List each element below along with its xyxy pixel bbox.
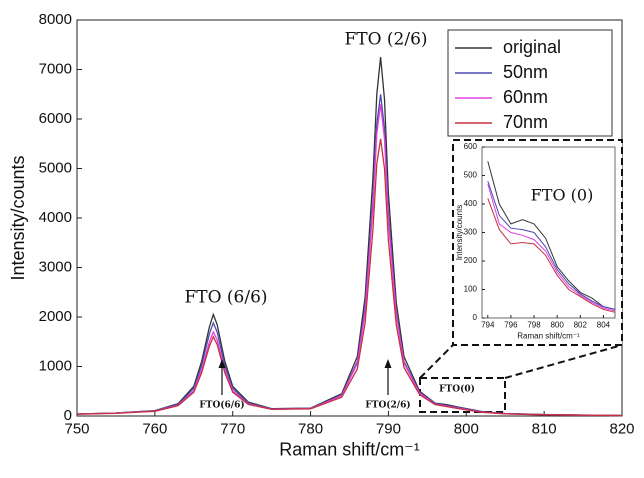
y-axis-label: Intensity/counts — [455, 205, 464, 261]
y-tick-label: 1000 — [39, 357, 72, 374]
y-tick-label: 2000 — [39, 308, 72, 325]
series-line — [487, 198, 616, 313]
x-tick-label: 810 — [532, 420, 557, 437]
x-tick-label: 804 — [597, 320, 611, 329]
legend-label: 70nm — [503, 112, 548, 132]
peak-marker-label: FTO(2/6) — [365, 400, 410, 411]
x-tick-label: 780 — [298, 420, 323, 437]
y-tick-label: 0 — [64, 407, 72, 424]
y-tick-label: 600 — [464, 142, 478, 151]
series-line — [76, 57, 623, 417]
y-tick-label: 6000 — [39, 110, 72, 127]
series-line — [487, 183, 616, 312]
y-tick-label: 100 — [464, 285, 478, 294]
y-tick-label: 200 — [464, 256, 478, 265]
y-tick-label: 8000 — [39, 11, 72, 28]
legend-label: 60nm — [503, 87, 548, 107]
y-tick-label: 400 — [464, 199, 478, 208]
peak-label: FTO (2/6) — [344, 30, 427, 50]
arrow-head — [384, 359, 392, 368]
x-tick-label: 798 — [527, 320, 541, 329]
y-tick-label: 7000 — [39, 60, 72, 77]
zoom-box — [419, 377, 506, 413]
series-line — [76, 138, 623, 417]
x-tick-label: 802 — [574, 320, 588, 329]
x-tick-label: 800 — [550, 320, 564, 329]
x-tick-label: 770 — [220, 420, 245, 437]
x-tick-label: 796 — [504, 320, 518, 329]
y-tick-label: 0 — [473, 313, 478, 322]
peak-marker-label: FTO(6/6) — [199, 400, 244, 411]
y-tick-label: 3000 — [39, 258, 72, 275]
y-tick-label: 500 — [464, 171, 478, 180]
arrow-head — [218, 359, 226, 368]
legend-label: original — [503, 37, 561, 57]
x-tick-label: 750 — [64, 420, 89, 437]
y-tick-label: 300 — [464, 228, 478, 237]
x-axis-label: Raman shift/cm⁻¹ — [279, 439, 420, 459]
y-tick-label: 4000 — [39, 209, 72, 226]
legend-label: 50nm — [503, 62, 548, 82]
x-tick-label: 820 — [609, 420, 634, 437]
connector — [504, 344, 623, 379]
peak-label: FTO (6/6) — [184, 288, 267, 308]
x-tick-label: 790 — [376, 420, 401, 437]
inset-label: FTO (0) — [531, 186, 594, 205]
y-tick-label: 5000 — [39, 159, 72, 176]
x-tick-label: 794 — [481, 320, 495, 329]
series-line — [487, 181, 616, 310]
zoom-label: FTO(0) — [439, 384, 475, 395]
series-line — [487, 161, 616, 310]
x-tick-label: 760 — [142, 420, 167, 437]
y-axis-label: Intensity/counts — [8, 155, 28, 280]
x-tick-label: 800 — [454, 420, 479, 437]
x-axis-label: Raman shift/cm⁻¹ — [517, 332, 580, 341]
connector — [419, 344, 454, 379]
